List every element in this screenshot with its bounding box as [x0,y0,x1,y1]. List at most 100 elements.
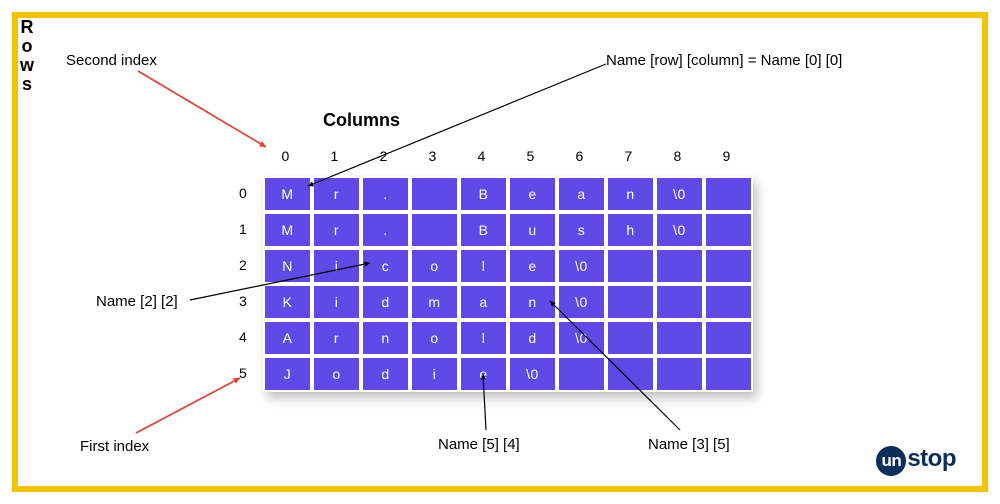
row-index: 5 [239,365,247,381]
array-cell: s [557,212,606,248]
table-row: Arnold\0 [263,320,753,356]
array-cell: e [459,356,508,392]
array-cell: \0 [508,356,557,392]
array-cell [655,248,704,284]
column-index: 4 [478,148,486,164]
row-index: 1 [239,221,247,237]
column-index: 6 [576,148,584,164]
arrow-line [138,71,266,147]
array-grid: Mr. Bean\0Mr. Bush\0Nicole\0Kidman\0Arno… [263,176,753,392]
rows-heading: R o w s [18,18,36,94]
column-index: 2 [380,148,388,164]
arrow-line [136,378,240,433]
array-cell: e [508,176,557,212]
rows-letter: o [18,37,36,56]
diagram-frame: Columns R o w s 0123456789 012345 Mr. Be… [12,12,988,492]
array-cell [704,284,753,320]
array-cell: N [263,248,312,284]
array-cell: A [263,320,312,356]
array-cell [606,284,655,320]
row-index: 0 [239,185,247,201]
array-cell: M [263,176,312,212]
array-cell [704,320,753,356]
rows-letter: s [18,75,36,94]
rows-letter: R [18,18,36,37]
array-cell: n [361,320,410,356]
column-index: 5 [527,148,535,164]
array-cell: a [459,284,508,320]
array-cell: n [508,284,557,320]
array-cell: \0 [557,284,606,320]
unstop-logo: unstop [876,445,956,476]
array-cell: u [508,212,557,248]
first-index-label: First index [80,438,149,455]
array-cell: \0 [557,320,606,356]
array-cell: J [263,356,312,392]
array-cell: h [606,212,655,248]
table-row: Mr. Bean\0 [263,176,753,212]
array-cell: M [263,212,312,248]
columns-heading: Columns [323,110,400,131]
array-cell [606,356,655,392]
array-cell: o [312,356,361,392]
array-cell [704,248,753,284]
array-cell: B [459,176,508,212]
array-cell: \0 [655,176,704,212]
array-cell: r [312,176,361,212]
name-row-col-label: Name [row] [column] = Name [0] [0] [606,52,842,69]
array-cell: l [459,248,508,284]
table-row: Jodie\0 [263,356,753,392]
array-cell: \0 [655,212,704,248]
array-cell [655,356,704,392]
column-index: 0 [282,148,290,164]
array-cell: m [410,284,459,320]
logo-text: stop [907,445,956,472]
array-cell [410,212,459,248]
row-index: 3 [239,293,247,309]
array-cell [557,356,606,392]
array-cell: d [361,284,410,320]
column-index: 8 [674,148,682,164]
arrow-head-icon [259,141,266,147]
array-cell [606,320,655,356]
column-index: 1 [331,148,339,164]
rows-letter: w [18,56,36,75]
array-cell [655,284,704,320]
array-cell: a [557,176,606,212]
array-cell [704,212,753,248]
array-cell: l [459,320,508,356]
name-5-4-label: Name [5] [4] [438,436,520,453]
array-cell [704,176,753,212]
table-row: Mr. Bush\0 [263,212,753,248]
array-cell: o [410,248,459,284]
array-cell: . [361,176,410,212]
array-cell: o [410,320,459,356]
array-cell: i [312,248,361,284]
array-cell [704,356,753,392]
array-cell: e [508,248,557,284]
array-cell: r [312,212,361,248]
array-cell [655,320,704,356]
array-cell: c [361,248,410,284]
array-cell [606,248,655,284]
name-2-2-label: Name [2] [2] [96,293,178,310]
row-index: 4 [239,329,247,345]
column-index: 3 [429,148,437,164]
column-index: 7 [625,148,633,164]
array-cell: d [508,320,557,356]
array-cell: \0 [557,248,606,284]
logo-circle: un [876,446,906,476]
name-3-5-label: Name [3] [5] [648,436,730,453]
column-index: 9 [723,148,731,164]
array-cell: B [459,212,508,248]
array-cell: n [606,176,655,212]
second-index-label: Second index [66,52,157,69]
array-cell [410,176,459,212]
array-cell: i [312,284,361,320]
table-row: Kidman\0 [263,284,753,320]
array-cell: d [361,356,410,392]
table-row: Nicole\0 [263,248,753,284]
array-cell: . [361,212,410,248]
array-cell: K [263,284,312,320]
array-cell: i [410,356,459,392]
